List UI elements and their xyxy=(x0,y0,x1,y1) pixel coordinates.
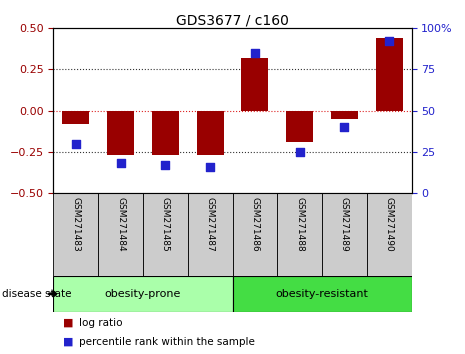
Bar xyxy=(232,193,277,276)
Bar xyxy=(62,111,89,124)
Bar xyxy=(107,111,134,155)
Bar xyxy=(188,193,232,276)
Text: GSM271484: GSM271484 xyxy=(116,197,125,252)
Text: obesity-resistant: obesity-resistant xyxy=(276,289,368,299)
Bar xyxy=(143,193,188,276)
Bar xyxy=(286,111,313,142)
Bar xyxy=(277,193,322,276)
Point xyxy=(72,141,80,147)
Point xyxy=(162,162,169,168)
Text: GSM271490: GSM271490 xyxy=(385,197,394,252)
Bar xyxy=(53,193,98,276)
Bar xyxy=(322,193,367,276)
Text: obesity-prone: obesity-prone xyxy=(105,289,181,299)
Text: disease state: disease state xyxy=(2,289,72,299)
Bar xyxy=(367,193,412,276)
Text: percentile rank within the sample: percentile rank within the sample xyxy=(79,337,255,347)
Bar xyxy=(232,276,412,312)
Bar xyxy=(331,111,358,119)
Text: ■: ■ xyxy=(63,318,73,328)
Point xyxy=(251,50,259,56)
Point xyxy=(385,39,393,44)
Bar xyxy=(197,111,224,155)
Text: GSM271488: GSM271488 xyxy=(295,197,304,252)
Bar xyxy=(53,276,232,312)
Point xyxy=(296,149,303,155)
Text: GSM271489: GSM271489 xyxy=(340,197,349,252)
Text: ■: ■ xyxy=(63,337,73,347)
Text: GSM271483: GSM271483 xyxy=(71,197,80,252)
Bar xyxy=(98,193,143,276)
Bar xyxy=(241,58,268,111)
Point xyxy=(341,124,348,130)
Text: GSM271487: GSM271487 xyxy=(206,197,215,252)
Point xyxy=(117,160,124,166)
Text: GSM271486: GSM271486 xyxy=(250,197,259,252)
Text: GSM271485: GSM271485 xyxy=(161,197,170,252)
Bar xyxy=(376,38,403,111)
Point xyxy=(206,164,214,170)
Text: log ratio: log ratio xyxy=(79,318,123,328)
Title: GDS3677 / c160: GDS3677 / c160 xyxy=(176,13,289,27)
Bar xyxy=(152,111,179,155)
